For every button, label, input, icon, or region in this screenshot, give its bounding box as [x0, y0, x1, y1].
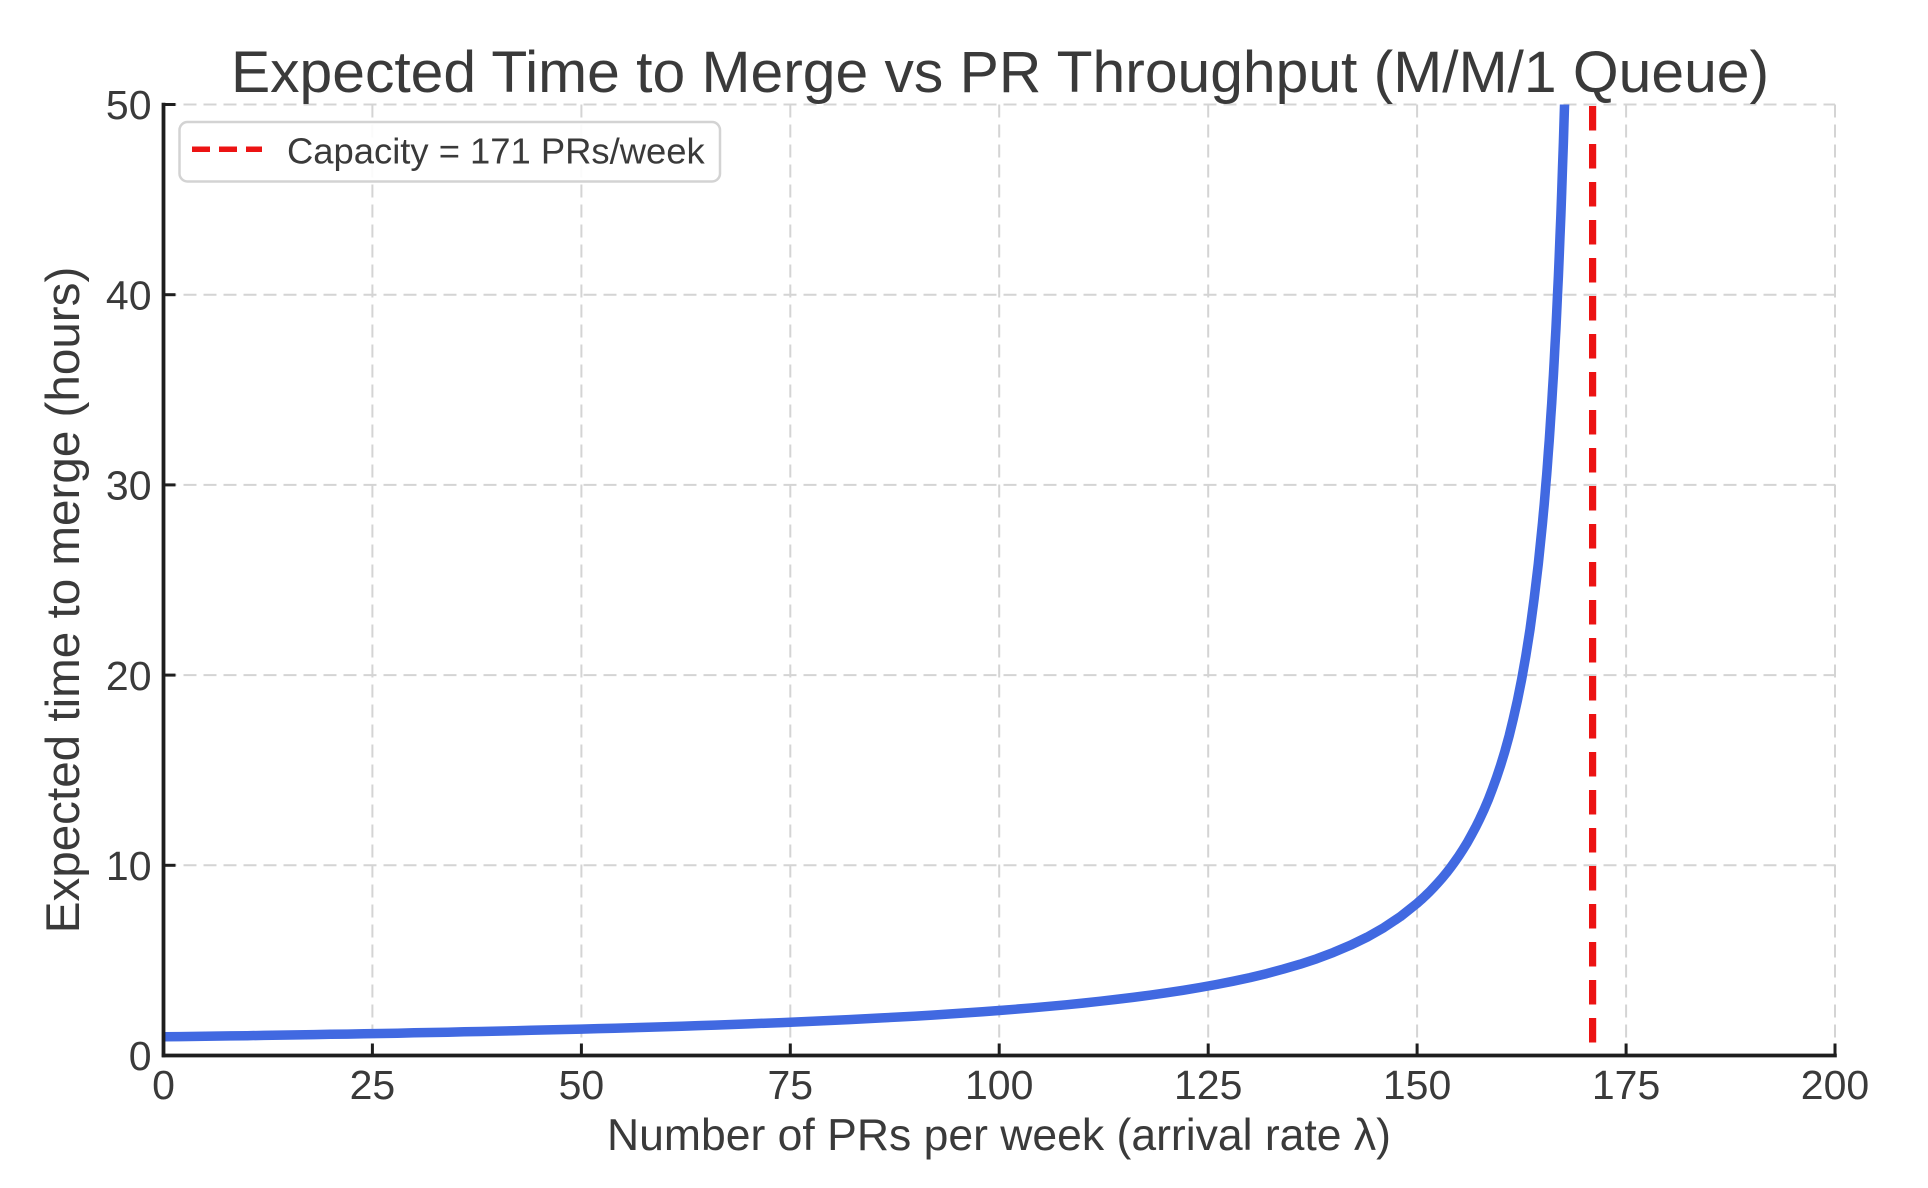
svg-text:50: 50 [559, 1062, 605, 1108]
svg-text:100: 100 [965, 1062, 1033, 1108]
svg-text:Number of PRs per week (arriva: Number of PRs per week (arrival rate λ) [607, 1111, 1391, 1160]
svg-text:125: 125 [1174, 1062, 1242, 1108]
svg-text:25: 25 [350, 1062, 396, 1108]
svg-text:0: 0 [129, 1033, 152, 1079]
svg-text:20: 20 [106, 653, 152, 699]
svg-text:75: 75 [767, 1062, 813, 1108]
svg-text:50: 50 [106, 82, 152, 128]
svg-text:10: 10 [106, 843, 152, 889]
svg-text:200: 200 [1801, 1062, 1869, 1108]
svg-text:Expected Time to Merge vs PR T: Expected Time to Merge vs PR Throughput … [231, 40, 1769, 105]
svg-text:Capacity = 171 PRs/week: Capacity = 171 PRs/week [287, 131, 705, 172]
svg-text:30: 30 [106, 463, 152, 509]
svg-text:Expected time to merge (hours): Expected time to merge (hours) [37, 267, 90, 934]
svg-text:150: 150 [1383, 1062, 1451, 1108]
svg-text:40: 40 [106, 272, 152, 318]
svg-text:175: 175 [1592, 1062, 1660, 1108]
svg-text:0: 0 [152, 1062, 175, 1108]
